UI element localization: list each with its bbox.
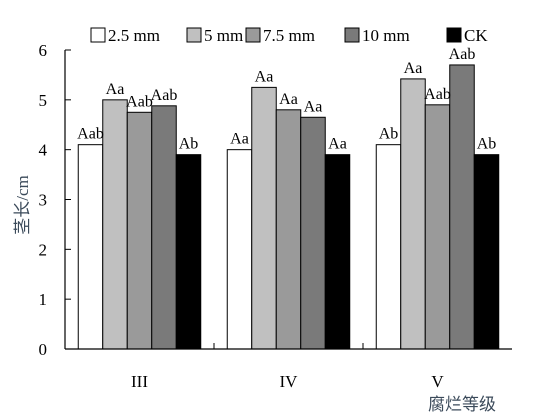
bar-data-label: Ab [179,136,199,153]
bar-data-label: Aab [424,86,451,103]
y-tick-label: 3 [39,191,48,210]
bar [324,154,351,350]
bar [151,105,177,350]
bar [226,149,253,350]
axes: 0 1 2 3 4 5 6 III IV V [39,41,512,391]
legend-swatch [90,27,106,43]
legend-label: 10 mm [362,26,410,45]
legend-swatch [344,27,360,43]
bar [102,99,128,350]
y-tick-label: 4 [39,141,48,160]
bar [300,116,326,350]
bar [251,86,277,350]
x-tick-label: IV [280,372,299,391]
legend-label: 7.5 mm [263,26,315,45]
bar [175,154,202,350]
bar-data-label: Ab [379,126,399,143]
legend-label: 5 mm [204,26,243,45]
bar-data-label: Aab [449,46,476,63]
bar-data-label: Aab [151,87,178,104]
legend-label: CK [464,26,488,45]
bar [275,109,302,350]
bar [375,144,402,350]
bar-data-label: Aab [126,93,153,110]
y-tick-label: 5 [39,91,48,110]
bar-data-label: Ab [477,136,497,153]
x-tick-label: III [131,372,148,391]
bar [126,111,153,350]
legend-swatch [186,27,202,43]
bar-data-label: Aa [279,91,298,108]
bar-data-label: Aab [77,126,104,143]
bar [77,144,104,350]
bar-data-label: Aa [255,68,274,85]
bar [424,104,451,350]
y-axis-title: 茎长/cm [13,175,32,235]
bar-data-label: Aa [230,131,249,148]
legend-swatch [245,27,261,43]
legend: 2.5 mm 5 mm 7.5 mm 10 mm CK [90,26,488,45]
bar [400,78,426,350]
bar [449,64,475,350]
y-tick-label: 6 [39,41,48,60]
y-tick-label: 0 [39,340,48,359]
y-tick-label: 1 [39,290,48,309]
bars [77,64,500,350]
legend-label: 2.5 mm [108,26,160,45]
bar-data-label: Aa [328,136,347,153]
legend-swatch [446,27,462,43]
y-tick-label: 2 [39,240,48,259]
bar-data-label: Aa [404,60,423,77]
x-axis-title: 腐烂等级 [428,395,496,414]
bar-data-label: Aa [106,81,125,98]
bar-data-label: Aa [304,98,323,115]
x-tick-label: V [431,372,444,391]
bar [473,154,500,350]
